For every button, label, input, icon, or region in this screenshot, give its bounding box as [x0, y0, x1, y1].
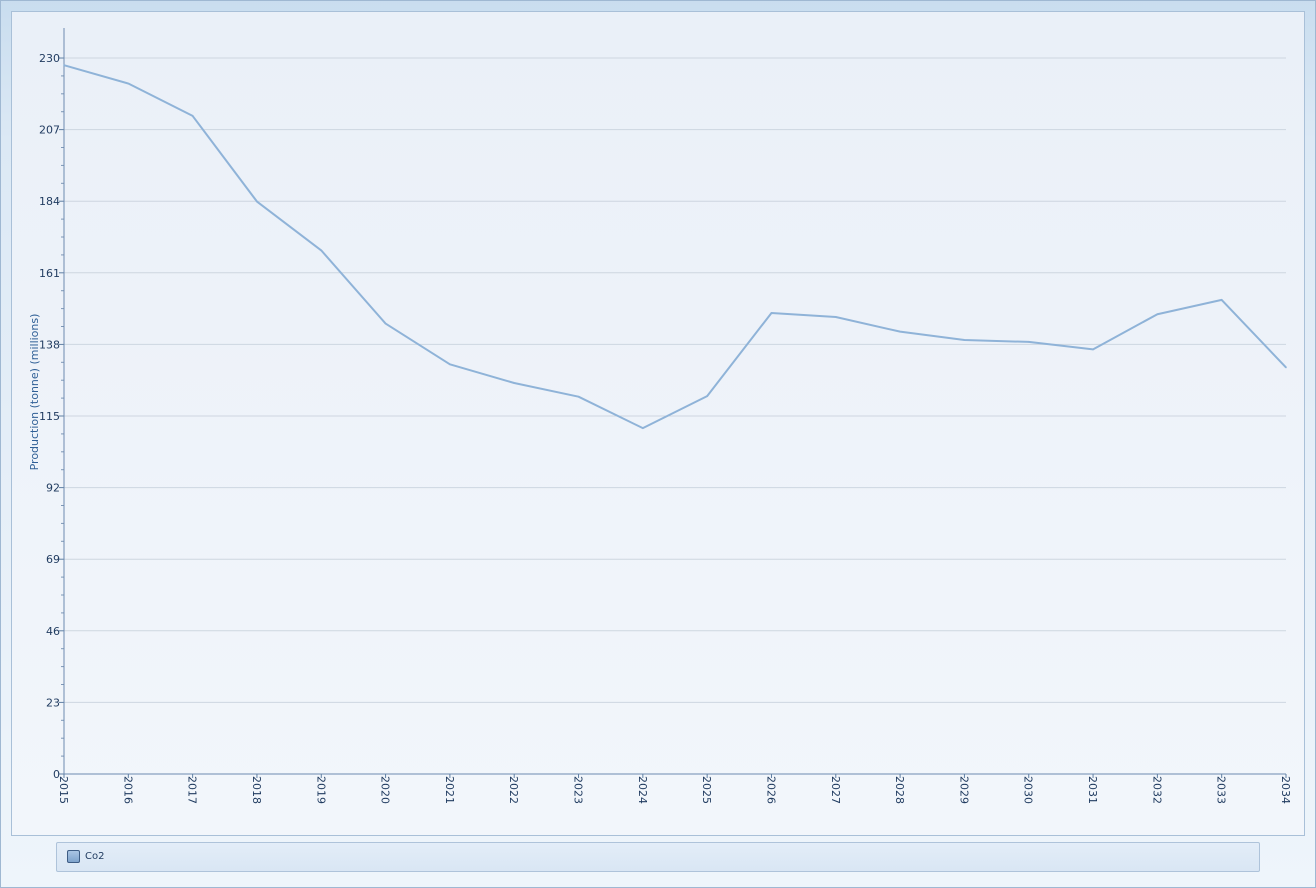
plot-panel: 0 23 46 69 92 115 138 161 184 207 230 2015 2016 2017 2… — [11, 11, 1305, 836]
x-tick-label-2: 2017 — [186, 776, 199, 804]
data-point — [449, 363, 451, 366]
y-tick-label-8: 184 — [39, 195, 60, 208]
y-tick-label-5: 115 — [39, 410, 60, 423]
x-tick-label-4: 2019 — [314, 776, 327, 804]
legend: Co2 — [56, 842, 1260, 872]
series-line-co2 — [63, 64, 1287, 430]
data-point — [770, 312, 773, 314]
data-point — [1156, 313, 1159, 316]
x-tick-label-14: 2029 — [957, 776, 970, 804]
data-point — [899, 330, 901, 333]
x-tick-label-15: 2030 — [1022, 776, 1035, 804]
x-tick-label-3: 2018 — [250, 776, 263, 804]
x-tick-label-16: 2031 — [1086, 776, 1099, 804]
data-point — [127, 82, 130, 85]
y-axis-title: Production (tonne) (millions) — [28, 314, 41, 471]
data-point — [513, 382, 516, 384]
data-point — [963, 339, 966, 341]
x-tick-label-17: 2032 — [1150, 776, 1163, 804]
x-tick-label-18: 2033 — [1215, 776, 1228, 804]
data-point — [834, 316, 837, 318]
x-tick-label-0: 2015 — [57, 776, 70, 804]
x-tick-label-7: 2022 — [507, 776, 520, 804]
y-tick-label-9: 207 — [39, 124, 60, 137]
x-tick-label-19: 2034 — [1279, 776, 1292, 804]
data-point — [191, 115, 194, 117]
data-point — [1027, 341, 1030, 343]
data-point — [642, 427, 644, 429]
data-point — [1220, 299, 1223, 301]
x-tick-label-9: 2024 — [636, 776, 649, 804]
y-tick-label-0: 0 — [53, 768, 60, 781]
data-point — [256, 200, 258, 203]
line-chart: 0 23 46 69 92 115 138 161 184 207 230 2015 2016 2017 2… — [28, 28, 1292, 804]
data-point — [63, 64, 65, 66]
y-tick-label-6: 138 — [39, 338, 60, 351]
x-tick-label-6: 2021 — [443, 776, 456, 804]
y-tick-label-1: 23 — [46, 696, 60, 709]
x-tick-label-12: 2027 — [829, 776, 842, 804]
data-point — [1092, 348, 1094, 351]
x-tick-label-8: 2023 — [572, 776, 585, 804]
legend-label-co2: Co2 — [85, 851, 105, 862]
x-tick-label-10: 2025 — [700, 776, 713, 804]
x-tick-label-11: 2026 — [764, 776, 777, 804]
x-tick-label-5: 2020 — [379, 776, 392, 804]
x-tick-label-13: 2028 — [893, 776, 906, 804]
y-tick-label-10: 230 — [39, 52, 60, 65]
x-tick-label-1: 2016 — [121, 776, 134, 804]
y-tick-label-2: 46 — [46, 625, 60, 638]
data-point — [320, 249, 323, 252]
y-tick-label-4: 92 — [46, 482, 60, 495]
y-tick-label-3: 69 — [46, 553, 60, 566]
data-point — [577, 395, 580, 398]
data-point — [1285, 366, 1287, 369]
data-point — [706, 395, 708, 397]
data-point — [384, 322, 387, 325]
legend-swatch-co2[interactable] — [67, 850, 80, 863]
y-tick-label-7: 161 — [39, 267, 60, 280]
